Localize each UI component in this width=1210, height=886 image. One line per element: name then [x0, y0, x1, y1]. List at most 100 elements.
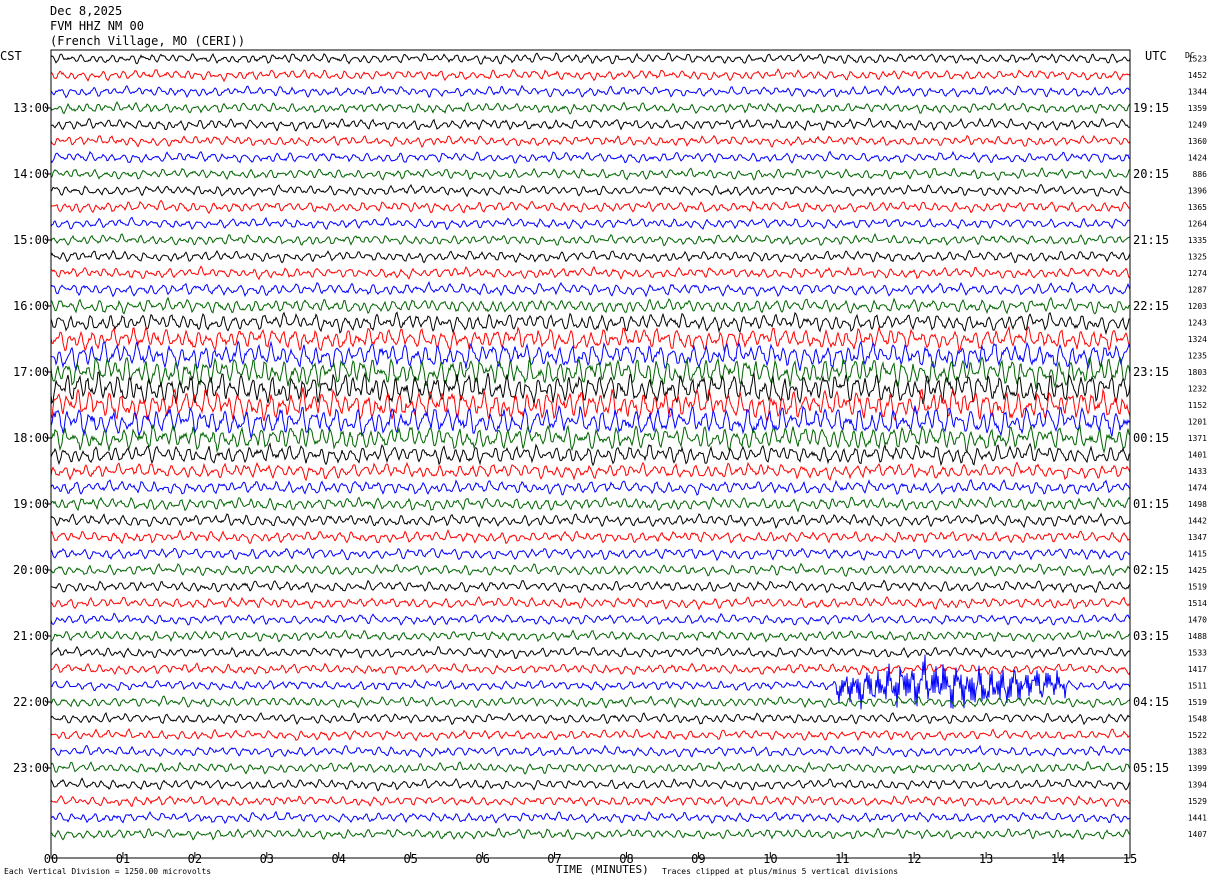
dc-offset-value: 1152: [1188, 401, 1207, 410]
dc-offset-value: 1533: [1188, 649, 1207, 658]
trace-9: [50, 199, 1131, 215]
trace-45: [50, 795, 1131, 808]
dc-offset-value: 1335: [1188, 236, 1207, 245]
dc-offset-value: 886: [1193, 170, 1208, 179]
dc-offset-value: 1442: [1188, 517, 1207, 526]
trace-25: [50, 461, 1131, 482]
trace-39: [50, 695, 1131, 709]
right-hour-label: 05:15: [1133, 761, 1169, 775]
plot-header: Dec 8,2025 FVM HHZ NM 00 (French Village…: [50, 4, 245, 49]
dc-offset-value: 1433: [1188, 467, 1207, 476]
dc-offset-value: 1232: [1188, 385, 1207, 394]
trace-14: [50, 280, 1131, 298]
dc-offset-value: 1383: [1188, 748, 1207, 757]
dc-offset-value: 1243: [1188, 319, 1207, 328]
trace-37: [51, 662, 1131, 676]
dc-offset-value: 1474: [1188, 484, 1207, 493]
trace-29: [50, 529, 1131, 545]
right-hour-label: 03:15: [1133, 629, 1169, 643]
trace-4: [51, 117, 1130, 132]
dc-offset-value: 1488: [1188, 632, 1207, 641]
x-tick-label: 03: [260, 852, 274, 866]
dc-offset-value: 1523: [1188, 55, 1207, 64]
dc-offset-value: 1203: [1188, 302, 1207, 311]
trace-10: [50, 216, 1131, 231]
dc-offset-value: 1401: [1188, 451, 1207, 460]
trace-36: [50, 645, 1131, 660]
location-label: (French Village, MO (CERI)): [50, 34, 246, 48]
x-tick-label: 15: [1123, 852, 1137, 866]
dc-offset-value: 1548: [1188, 715, 1207, 724]
trace-43: [50, 760, 1131, 775]
trace-3: [50, 101, 1131, 115]
dc-offset-value: 1324: [1188, 335, 1207, 344]
dc-offset-value: 1249: [1188, 121, 1207, 130]
scale-note: Each Vertical Division = 1250.00 microvo…: [4, 867, 212, 876]
dc-offset-value: 1396: [1188, 187, 1207, 196]
dc-offset-value: 1452: [1188, 71, 1207, 80]
trace-33: [50, 596, 1130, 611]
dc-offset-value: 1470: [1188, 616, 1207, 625]
left-hour-label: 19:00: [13, 497, 49, 511]
left-hour-label: 17:00: [13, 365, 49, 379]
trace-13: [50, 265, 1131, 281]
right-hour-label: 02:15: [1133, 563, 1169, 577]
x-tick-label: 13: [979, 852, 993, 866]
left-hour-label: 20:00: [13, 563, 49, 577]
dc-offset-value: 1522: [1188, 731, 1207, 740]
trace-5: [50, 134, 1131, 148]
trace-35: [51, 629, 1131, 643]
right-hour-label: 01:15: [1133, 497, 1169, 511]
x-axis-label: TIME (MINUTES): [556, 863, 649, 876]
x-tick-label: 04: [332, 852, 346, 866]
trace-46: [50, 810, 1131, 824]
x-tick-label: 12: [907, 852, 921, 866]
dc-offset-value: 1360: [1188, 137, 1207, 146]
dc-offset-value: 1344: [1188, 88, 1207, 97]
x-tick-label: 14: [1051, 852, 1065, 866]
trace-21: [50, 387, 1131, 424]
dc-offset-value: 1803: [1188, 368, 1207, 377]
right-hour-label: 19:15: [1133, 101, 1169, 115]
dc-offset-value: 1201: [1188, 418, 1207, 427]
left-hour-label: 23:00: [13, 761, 49, 775]
trace-28: [50, 512, 1131, 529]
x-tick-label: 06: [475, 852, 489, 866]
trace-34: [50, 612, 1131, 626]
trace-40: [50, 711, 1131, 726]
dc-offset-value: 1235: [1188, 352, 1207, 361]
trace-18: [51, 340, 1131, 372]
trace-15: [50, 296, 1131, 315]
trace-27: [50, 496, 1131, 513]
left-hour-label: 22:00: [13, 695, 49, 709]
left-hour-label: 16:00: [13, 299, 49, 313]
left-hour-label: 15:00: [13, 233, 49, 247]
right-hour-label: 00:15: [1133, 431, 1169, 445]
plot-frame: [50, 49, 1131, 859]
trace-38: [50, 654, 1131, 710]
right-hour-label: 23:15: [1133, 365, 1169, 379]
plot-axes: CST UTC DC 13:00 14:00 15:00 16:00 17:00 18:00 19…: [0, 49, 1207, 866]
dc-offset-value: 1519: [1188, 698, 1207, 707]
dc-label: DC: [1185, 51, 1195, 60]
dc-offset-value: 1359: [1188, 104, 1207, 113]
trace-16: [50, 311, 1131, 336]
right-hour-label: 22:15: [1133, 299, 1169, 313]
x-tick-label: 11: [835, 852, 849, 866]
dc-offset-value: 1498: [1188, 500, 1207, 509]
dc-offset-value: 1264: [1188, 220, 1207, 229]
dc-offset-value: 1519: [1188, 583, 1207, 592]
trace-2: [50, 84, 1131, 99]
trace-30: [50, 547, 1131, 562]
x-tick-label: 02: [188, 852, 202, 866]
dc-offset-value: 1407: [1188, 830, 1207, 839]
x-tick-label: 01: [116, 852, 130, 866]
dc-offset-value: 1371: [1188, 434, 1207, 443]
trace-22: [50, 404, 1131, 438]
right-timezone-label: UTC: [1145, 49, 1167, 63]
dc-offset-value: 1441: [1188, 814, 1207, 823]
left-hour-label: 21:00: [13, 629, 49, 643]
x-tick-label: 08: [619, 852, 633, 866]
trace-24: [50, 442, 1131, 467]
